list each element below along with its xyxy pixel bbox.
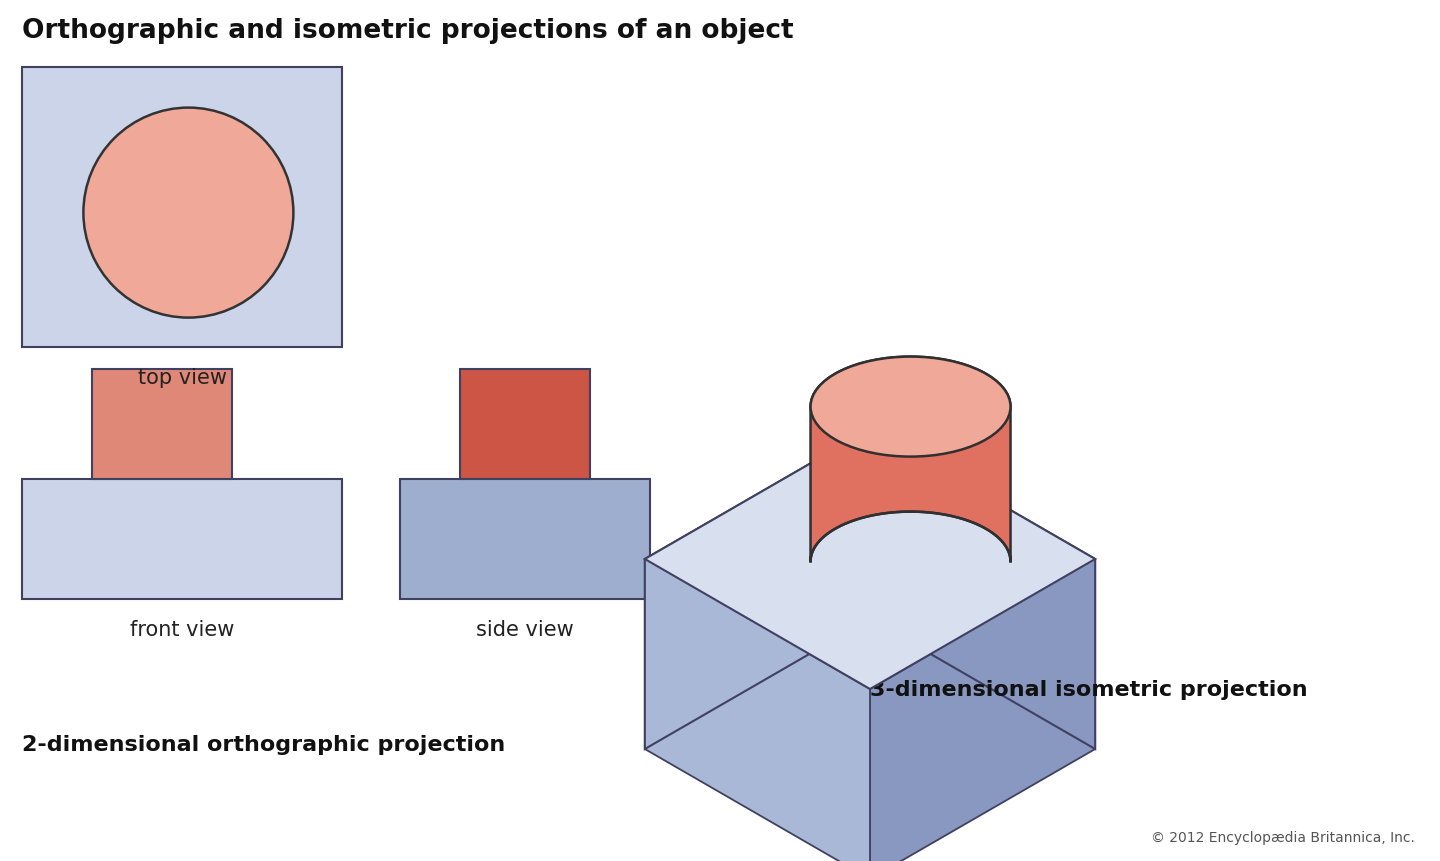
Text: top view: top view [137,368,226,387]
Text: side view: side view [477,619,575,639]
Ellipse shape [84,108,294,319]
Text: front view: front view [130,619,235,639]
Text: Orthographic and isometric projections of an object: Orthographic and isometric projections o… [22,18,793,44]
Text: 2-dimensional orthographic projection: 2-dimensional orthographic projection [22,734,505,754]
Bar [22,68,343,348]
Polygon shape [645,430,870,749]
Bar [400,480,649,599]
Polygon shape [811,357,1011,562]
Bar [459,369,590,480]
Bar [92,369,232,480]
Polygon shape [645,430,1096,689]
Polygon shape [870,560,1096,861]
Ellipse shape [811,357,1011,457]
Polygon shape [870,430,1096,749]
Polygon shape [645,560,870,861]
Text: 3-dimensional isometric projection: 3-dimensional isometric projection [870,679,1308,699]
Text: © 2012 Encyclopædia Britannica, Inc.: © 2012 Encyclopædia Britannica, Inc. [1151,830,1416,844]
Bar [22,480,343,599]
